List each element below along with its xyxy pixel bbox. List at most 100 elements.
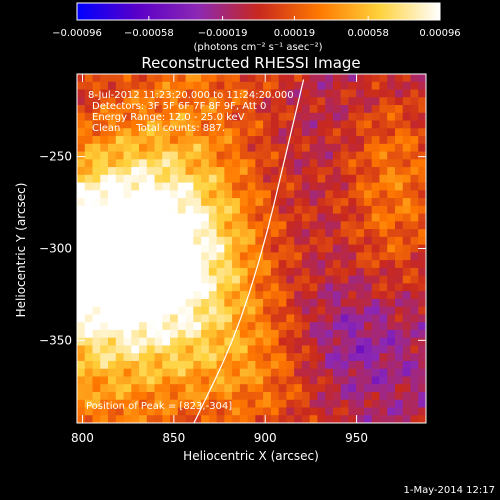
heatmap-cell (263, 97, 272, 106)
heatmap-cell (255, 198, 264, 207)
heatmap-cell (325, 74, 334, 83)
heatmap-cell (193, 213, 202, 222)
heatmap-cell (317, 267, 326, 277)
heatmap-cell (201, 360, 210, 370)
heatmap-cell (255, 298, 264, 308)
heatmap-cell (131, 159, 140, 168)
heatmap-cell (309, 74, 318, 83)
heatmap-cell (371, 244, 380, 253)
heatmap-cell (193, 252, 202, 261)
heatmap-cell (84, 167, 93, 176)
heatmap-cell (387, 337, 396, 346)
heatmap-cell (84, 105, 93, 114)
heatmap-cell (77, 112, 86, 121)
heatmap-cell (418, 136, 426, 145)
heatmap-cell (193, 120, 202, 129)
heatmap-cell (170, 260, 179, 269)
heatmap-cell (146, 236, 155, 246)
heatmap-cell (301, 81, 311, 90)
heatmap-cell (294, 213, 303, 222)
heatmap-cell (263, 360, 272, 370)
heatmap-cell (146, 190, 155, 199)
heatmap-cell (418, 283, 426, 292)
annotations: 8-Jul-2012 11:23:20.000 to 11:24:20.000 … (86, 90, 294, 412)
heatmap-cell (301, 190, 311, 199)
heatmap-cell (139, 236, 148, 246)
heatmap-cell (317, 337, 326, 346)
heatmap-cell (224, 314, 233, 323)
heatmap-cell (162, 267, 171, 277)
heatmap-cell (286, 345, 295, 354)
heatmap-cell (100, 143, 109, 152)
heatmap-cell (139, 314, 148, 323)
heatmap-cell (84, 244, 93, 253)
heatmap-cell (162, 298, 171, 308)
heatmap-cell (123, 213, 132, 222)
heatmap-cell (356, 136, 365, 145)
heatmap-cell (239, 74, 249, 83)
heatmap-cell (239, 322, 249, 331)
heatmap-cell (216, 198, 225, 207)
heatmap-cell (216, 74, 225, 83)
heatmap-cell (193, 337, 202, 346)
heatmap-cell (162, 314, 171, 323)
heatmap-cell (247, 314, 256, 323)
heatmap-cell (286, 353, 295, 362)
heatmap-cell (185, 275, 194, 284)
heatmap-cell (84, 368, 93, 377)
heatmap-cell (363, 283, 373, 292)
heatmap-cell (301, 120, 311, 129)
heatmap-cell (193, 260, 202, 269)
heatmap-cell (208, 415, 217, 423)
heatmap-cell (115, 74, 124, 83)
heatmap-cell (371, 360, 380, 370)
heatmap-cell (387, 120, 396, 129)
heatmap-cell (84, 360, 93, 370)
heatmap-cell (325, 353, 334, 362)
heatmap-cell (115, 105, 124, 114)
heatmap-cell (100, 167, 109, 176)
heatmap-cell (131, 322, 140, 331)
heatmap-cell (263, 368, 272, 377)
heatmap-cell (247, 244, 256, 253)
heatmap-cell (108, 260, 117, 269)
heatmap-cell (185, 267, 194, 277)
heatmap-cell (418, 291, 426, 300)
heatmap-cell (170, 167, 179, 176)
heatmap-cell (402, 376, 411, 385)
heatmap-cell (418, 213, 426, 222)
heatmap-cell (146, 384, 155, 393)
heatmap-cell (239, 167, 249, 176)
heatmap-cell (348, 105, 357, 114)
heatmap-cell (418, 407, 426, 416)
heatmap-cell (131, 105, 140, 114)
heatmap-cell (348, 252, 357, 261)
heatmap-cell (387, 298, 396, 308)
heatmap-cell (239, 391, 249, 401)
heatmap-cell (379, 205, 388, 214)
heatmap-cell (294, 298, 303, 308)
heatmap-cell (317, 213, 326, 222)
heatmap-cell (193, 182, 202, 191)
heatmap-cell (185, 174, 194, 183)
heatmap-cell (239, 415, 249, 423)
heatmap-cell (402, 236, 411, 246)
heatmap-cell (394, 236, 404, 246)
heatmap-cell (348, 384, 357, 393)
heatmap-cell (332, 112, 342, 121)
heatmap-cell (154, 136, 163, 145)
heatmap-cell (325, 105, 334, 114)
heatmap-cell (348, 391, 357, 401)
heatmap-cell (317, 322, 326, 331)
heatmap-cell (239, 143, 249, 152)
heatmap-cell (185, 360, 194, 370)
heatmap-cell (146, 376, 155, 385)
heatmap-cell (301, 89, 311, 98)
heatmap-cell (123, 407, 132, 416)
heatmap-cell (387, 167, 396, 176)
heatmap-cell (185, 345, 194, 354)
heatmap-cell (270, 345, 280, 354)
heatmap-cell (247, 252, 256, 261)
heatmap-cell (301, 159, 311, 168)
heatmap-cell (154, 182, 163, 191)
